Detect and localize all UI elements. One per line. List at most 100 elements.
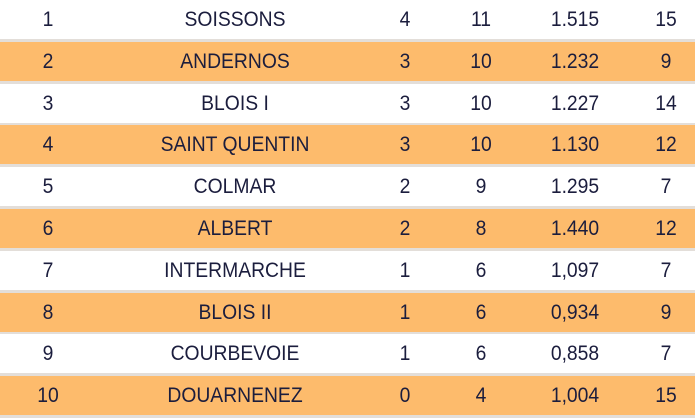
col5-cell: 1.227 — [549, 84, 602, 123]
col5-cell: 1,004 — [549, 376, 602, 415]
team-name-cell: BLOIS I — [198, 84, 272, 123]
team-name-cell-text: SOISSONS — [184, 8, 286, 31]
team-name-cell: ALBERT — [194, 209, 275, 248]
col5-cell: 1.130 — [549, 125, 602, 164]
col4-cell: 10 — [469, 125, 492, 164]
rank-cell-text: 10 — [37, 384, 59, 408]
col4-cell: 11 — [470, 0, 492, 39]
col5-cell-text: 1.515 — [550, 8, 600, 31]
col6-cell: 7 — [660, 167, 672, 206]
col5-cell: 1.440 — [549, 209, 602, 248]
table-row: 1 SOISSONS 4 11 1.515 15 — [0, 0, 695, 39]
col6-cell-text: 12 — [655, 216, 677, 240]
col5-cell: 1.515 — [549, 0, 602, 39]
col4-cell-text: 10 — [470, 133, 492, 157]
col6-cell-text: 15 — [655, 384, 677, 408]
col3-cell-text: 1 — [399, 342, 411, 366]
col5-cell-text: 1.227 — [550, 91, 600, 115]
col3-cell: 4 — [399, 0, 411, 39]
col6-cell: 12 — [654, 125, 677, 164]
team-name-cell: COURBEVOIE — [165, 334, 305, 373]
col6-cell: 15 — [654, 376, 677, 415]
col4-cell: 10 — [469, 42, 492, 81]
col4-cell: 6 — [475, 251, 487, 290]
rank-cell-text: 2 — [42, 49, 54, 73]
team-name-cell: ANDERNOS — [175, 42, 294, 81]
col4-cell-text: 9 — [475, 175, 487, 199]
col4-cell-text: 11 — [470, 8, 492, 31]
col6-cell-text: 7 — [660, 342, 672, 366]
col6-cell-text: 14 — [655, 91, 677, 115]
col6-cell-text: 9 — [660, 300, 672, 324]
team-name-cell: BLOIS II — [195, 293, 274, 332]
col3-cell: 1 — [399, 293, 411, 332]
col3-cell: 0 — [399, 376, 411, 415]
col4-cell: 8 — [475, 209, 487, 248]
col5-cell-text: 1.232 — [550, 49, 600, 73]
col6-cell: 12 — [654, 209, 677, 248]
team-name-cell-text: ANDERNOS — [180, 49, 290, 73]
col6-cell: 9 — [660, 293, 672, 332]
rank-cell-text: 5 — [42, 175, 54, 199]
team-name-cell-text: COLMAR — [193, 175, 277, 199]
col6-cell: 14 — [654, 84, 677, 123]
col5-cell: 1,097 — [549, 251, 602, 290]
col5-cell-text: 1.130 — [550, 133, 600, 157]
col5-cell-text: 1,097 — [550, 258, 600, 282]
team-name-cell: DOUARNENEZ — [161, 376, 308, 415]
col4-cell-text: 6 — [475, 300, 487, 324]
col4-cell-text: 6 — [475, 258, 487, 282]
col4-cell: 6 — [475, 293, 487, 332]
team-name-cell: SAINT QUENTIN — [154, 125, 316, 164]
rank-cell-text: 7 — [42, 258, 54, 282]
col6-cell-text: 7 — [660, 175, 672, 199]
col3-cell-text: 3 — [399, 133, 411, 157]
col4-cell-text: 10 — [470, 91, 492, 115]
col5-cell-text: 1,004 — [550, 384, 600, 408]
col4-cell: 10 — [469, 84, 492, 123]
table-row: 4 SAINT QUENTIN 3 10 1.130 12 — [0, 125, 695, 165]
col5-cell-text: 0,858 — [550, 342, 600, 366]
table-row: 10 DOUARNENEZ 0 4 1,004 15 — [0, 376, 695, 416]
col5-cell: 0,858 — [549, 334, 602, 373]
rank-cell-text: 1 — [42, 8, 54, 31]
col5-cell-text: 1.295 — [550, 175, 600, 199]
team-name-cell-text: COURBEVOIE — [170, 342, 300, 366]
rank-cell: 1 — [42, 0, 54, 39]
rank-cell: 4 — [42, 125, 54, 164]
team-name-cell: INTERMARCHE — [158, 251, 312, 290]
col3-cell-text: 3 — [399, 91, 411, 115]
rank-cell: 6 — [42, 209, 54, 248]
col4-cell-text: 8 — [475, 216, 487, 240]
table-row: 7 INTERMARCHE 1 6 1,097 7 — [0, 250, 695, 290]
col6-cell-text: 9 — [660, 49, 672, 73]
rank-cell: 5 — [42, 167, 54, 206]
col3-cell: 3 — [399, 42, 411, 81]
table-row: 9 COURBEVOIE 1 6 0,858 7 — [0, 334, 695, 374]
col4-cell: 4 — [475, 376, 487, 415]
col6-cell: 9 — [660, 42, 672, 81]
team-name-cell: COLMAR — [190, 167, 280, 206]
col6-cell: 7 — [660, 334, 672, 373]
rank-cell-text: 4 — [42, 133, 54, 157]
col6-cell-text: 12 — [655, 133, 677, 157]
col4-cell-text: 10 — [470, 49, 492, 73]
col6-cell: 15 — [654, 0, 677, 39]
col3-cell-text: 3 — [399, 49, 411, 73]
col6-cell-text: 7 — [660, 258, 672, 282]
col4-cell-text: 4 — [475, 384, 487, 408]
col4-cell-text: 6 — [475, 342, 487, 366]
team-name-cell: SOISSONS — [180, 0, 290, 39]
team-name-cell-text: INTERMARCHE — [164, 258, 306, 282]
col6-cell-text: 15 — [655, 8, 677, 31]
col5-cell: 1.232 — [549, 42, 602, 81]
col5-cell: 0,934 — [549, 293, 602, 332]
rank-cell: 8 — [42, 293, 54, 332]
col6-cell: 7 — [660, 251, 672, 290]
table-row: 6 ALBERT 2 8 1.440 12 — [0, 208, 695, 248]
col4-cell: 6 — [475, 334, 487, 373]
table-row: 5 COLMAR 2 9 1.295 7 — [0, 167, 695, 207]
col5-cell-text: 0,934 — [550, 300, 600, 324]
col3-cell-text: 1 — [399, 300, 411, 324]
